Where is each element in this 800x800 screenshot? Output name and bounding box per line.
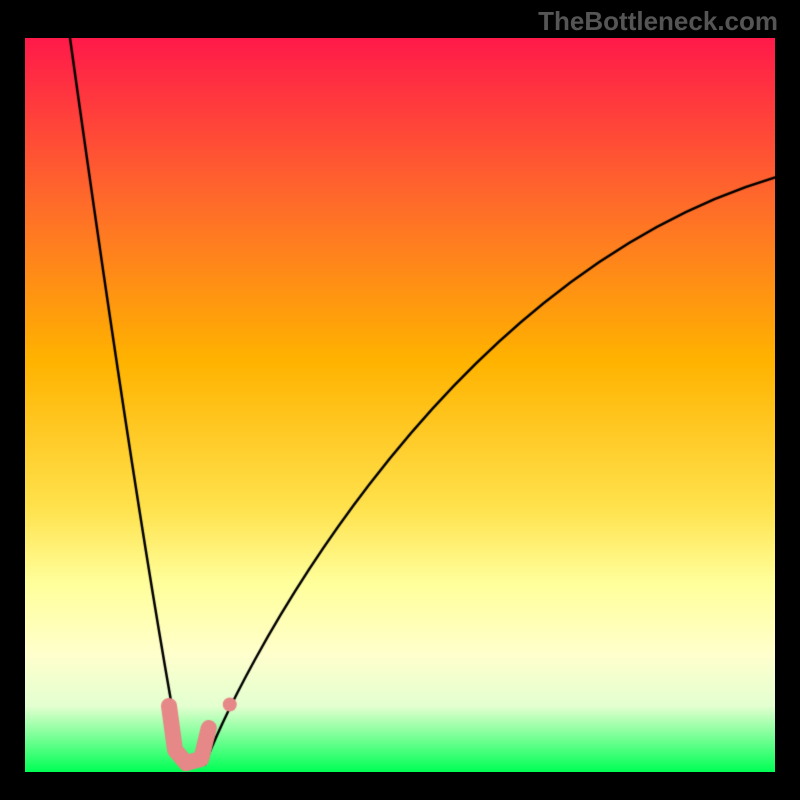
watermark-text: TheBottleneck.com (538, 6, 778, 37)
chart-root: { "watermark": { "text": "TheBottleneck.… (0, 0, 800, 800)
bottleneck-chart (25, 38, 775, 772)
